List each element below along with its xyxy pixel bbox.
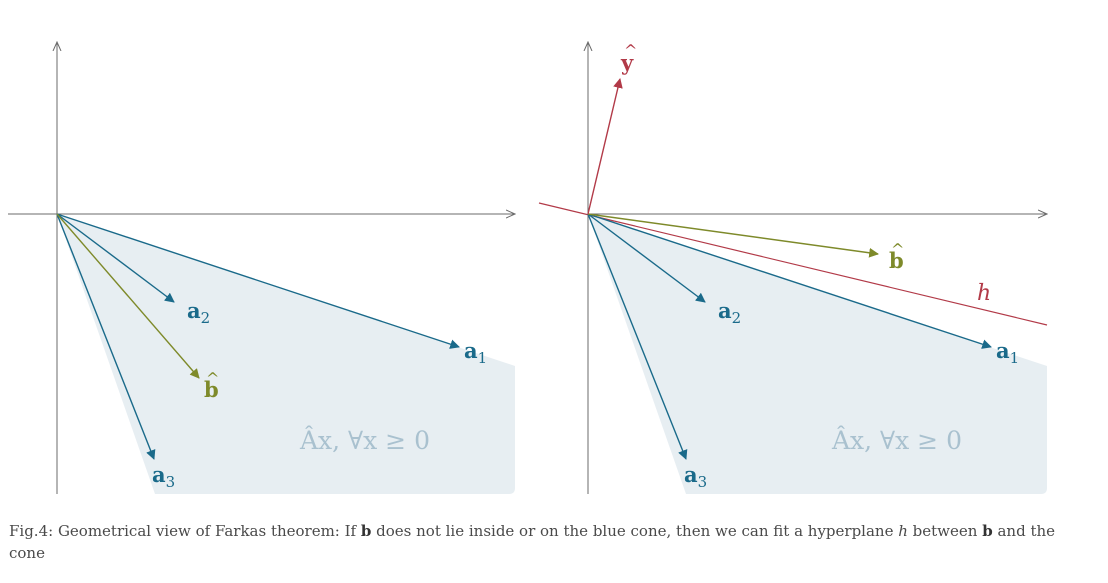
left-vector-b [56, 213, 200, 379]
caption-suffix: and the cone [9, 522, 1056, 562]
caption-h: h [898, 522, 908, 540]
left-label-b-hat: ^ [206, 369, 219, 388]
right-label-a3: a3 [684, 462, 707, 491]
caption-b: b [360, 522, 372, 540]
right-vector-b [587, 213, 879, 258]
right-label-h: h [977, 281, 991, 306]
caption-mid: does not lie inside or on the blue cone,… [371, 522, 899, 540]
left-cone-region [57, 214, 515, 494]
right-diagram: a1 a2 a3 ^ b ^ y h Âx, ∀x ≥ 0 [538, 41, 1048, 494]
right-label-b-hat: ^ [891, 240, 904, 259]
right-label-a2: a2 [718, 298, 741, 327]
figure: a1 a2 a3 ^ b Âx, ∀x ≥ 0 a1 a2 a3 ^ b ^ y… [8, 41, 1108, 494]
right-cone-label: Âx, ∀x ≥ 0 [831, 426, 962, 455]
right-vector-a2 [587, 213, 706, 303]
left-vector-a1 [56, 213, 460, 349]
left-label-a2: a2 [187, 298, 210, 327]
left-cone-label: Âx, ∀x ≥ 0 [299, 426, 430, 455]
left-vector-a3 [56, 213, 156, 460]
right-vector-a3 [587, 213, 688, 460]
left-label-b: b [204, 377, 219, 402]
right-vector-a1 [587, 213, 992, 349]
left-diagram: a1 a2 a3 ^ b Âx, ∀x ≥ 0 [8, 42, 515, 494]
right-label-y-hat: ^ [624, 41, 637, 60]
caption-between: between [907, 522, 983, 540]
right-label-y: y [620, 50, 634, 75]
right-label-a1: a1 [996, 338, 1019, 367]
left-label-a1: a1 [464, 338, 487, 367]
right-label-b: b [889, 248, 904, 273]
caption-b2: b [982, 522, 993, 540]
right-cone-region [588, 214, 1047, 494]
caption-prefix: Fig.4: Geometrical view of Farkas theore… [9, 522, 361, 540]
left-label-a3: a3 [152, 462, 175, 491]
right-hyperplane-h [538, 202, 1048, 326]
right-vector-y [587, 78, 623, 215]
figure-caption: Fig.4: Geometrical view of Farkas theore… [9, 520, 1059, 564]
left-vector-a2 [56, 213, 175, 303]
